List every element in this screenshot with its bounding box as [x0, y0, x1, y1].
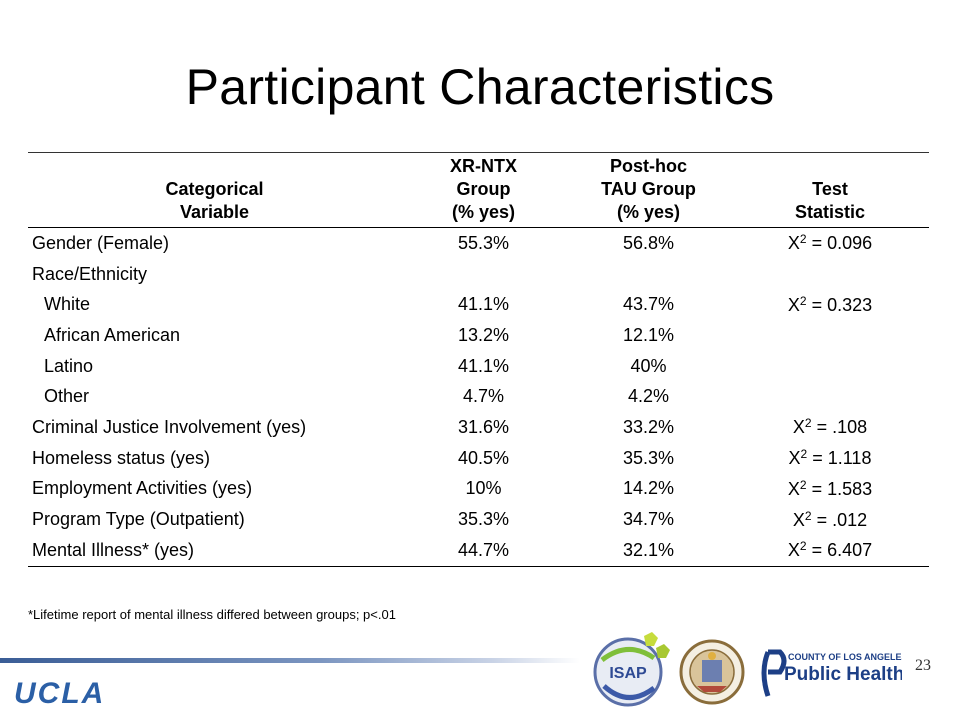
row-label: Criminal Justice Involvement (yes)	[32, 416, 307, 437]
xr-ntx-value: 41.1%	[457, 294, 510, 315]
row-label: Employment Activities (yes)	[32, 478, 253, 499]
xr-ntx-value: 4.7%	[462, 386, 505, 407]
characteristics-table-container: Categorical Variable XR-NTX Group (% yes…	[28, 152, 929, 567]
row-label: Other	[44, 386, 90, 407]
stat-number: = 1.583	[806, 478, 873, 499]
table-row: Other 4.7% 4.2%	[28, 381, 929, 412]
ucla-logo: UCLA	[14, 677, 106, 710]
characteristics-table: Categorical Variable XR-NTX Group (% yes…	[28, 152, 929, 567]
stat-symbol: X	[792, 417, 805, 438]
row-label: White	[44, 294, 91, 315]
stat-number: = 0.096	[806, 233, 873, 254]
test-statistic-value: X2 = .012	[731, 504, 929, 535]
stat-number: = 6.407	[806, 540, 873, 561]
row-label: Homeless status (yes)	[32, 447, 211, 468]
tau-value	[566, 259, 731, 290]
partner-logos: ISAP COUNTY OF LOS ANGELES Public Health	[593, 632, 902, 707]
table-header-row: Categorical Variable XR-NTX Group (% yes…	[28, 152, 929, 228]
test-statistic-value: X2 = 1.118	[731, 443, 929, 474]
test-statistic-value: X2 = .108	[731, 412, 929, 443]
stat-superscript: 2	[804, 416, 812, 431]
stat-superscript: 2	[799, 477, 807, 492]
stat-number: = 0.323	[806, 294, 873, 315]
xr-ntx-value: 44.7%	[401, 534, 566, 567]
stat-number: = 1.118	[807, 448, 872, 469]
row-label: Mental Illness* (yes)	[28, 534, 401, 567]
table-row: Criminal Justice Involvement (yes) 31.6% 3…	[28, 412, 929, 443]
row-label: Program Type (Outpatient)	[32, 509, 245, 530]
tau-value: 33.2%	[622, 416, 675, 437]
stat-number: = .012	[811, 509, 868, 530]
test-statistic-value: X2 = 0.323	[731, 289, 929, 320]
table-row: Race/Ethnicity	[28, 259, 929, 290]
table-row: Program Type (Outpatient) 35.3% 34.7% X2 = …	[28, 504, 929, 535]
xr-ntx-value: 13.2%	[457, 324, 510, 345]
stat-superscript: 2	[804, 508, 812, 523]
tau-value: 4.2%	[627, 386, 670, 407]
stat-symbol: X	[787, 540, 800, 561]
test-statistic-value	[731, 259, 929, 290]
test-statistic-value: X2 = 0.096	[731, 228, 929, 259]
stat-superscript: 2	[799, 539, 807, 554]
footnote: *Lifetime report of mental illness diffe…	[28, 607, 396, 622]
test-statistic-value	[731, 381, 929, 412]
isap-logo-text: ISAP	[609, 665, 647, 682]
tau-value: 12.1%	[622, 324, 675, 345]
stat-symbol: X	[792, 509, 805, 530]
tau-value: 32.1%	[566, 534, 731, 567]
table-row: White 41.1% 43.7% X2 = 0.323	[28, 289, 929, 320]
tau-value: 34.7%	[622, 509, 675, 530]
stat-number: = .108	[811, 417, 868, 438]
tau-value: 14.2%	[622, 478, 675, 499]
test-statistic-value	[731, 351, 929, 382]
table-row: Employment Activities (yes) 10% 14.2% X2 = …	[28, 474, 929, 505]
county-seal-icon	[679, 639, 745, 705]
county-label: COUNTY OF LOS ANGELES	[788, 652, 902, 662]
header-test-statistic: Test Statistic	[731, 152, 929, 228]
isap-logo: ISAP	[593, 632, 670, 707]
stat-superscript: 2	[800, 447, 808, 462]
table-row: Mental Illness* (yes) 44.7% 32.1% X2 = 6.40…	[28, 534, 929, 567]
public-health-label: Public Health	[784, 664, 902, 685]
page-number: 23	[915, 657, 931, 674]
table-row: African American 13.2% 12.1%	[28, 320, 929, 351]
table-body: Gender (Female) 55.3% 56.8% X2 = 0.096 Race/…	[28, 228, 929, 567]
xr-ntx-value: 31.6%	[457, 416, 510, 437]
table-row: Gender (Female) 55.3% 56.8% X2 = 0.096	[28, 228, 929, 259]
stat-superscript: 2	[799, 232, 807, 247]
row-label: African American	[44, 324, 181, 345]
stat-symbol: X	[787, 233, 800, 254]
test-statistic-value	[731, 320, 929, 351]
table-row: Homeless status (yes) 40.5% 35.3% X2 = 1.11…	[28, 443, 929, 474]
stat-symbol: X	[787, 478, 800, 499]
header-categorical-variable: Categorical Variable	[28, 152, 401, 228]
xr-ntx-value: 35.3%	[457, 509, 510, 530]
stat-symbol: X	[788, 448, 801, 469]
xr-ntx-value	[401, 259, 566, 290]
test-statistic-value: X2 = 6.407	[731, 534, 929, 567]
tau-value: 40%	[630, 355, 667, 376]
xr-ntx-value: 10%	[465, 478, 502, 499]
row-label: Race/Ethnicity	[32, 263, 148, 284]
public-health-logo: COUNTY OF LOS ANGELES Public Health	[761, 649, 902, 697]
header-tau-group: Post-hoc TAU Group (% yes)	[566, 152, 731, 228]
slide-title: Participant Characteristics	[185, 59, 775, 115]
stat-symbol: X	[787, 294, 800, 315]
xr-ntx-value: 41.1%	[457, 355, 510, 376]
tau-value: 35.3%	[622, 447, 675, 468]
footer-gradient-bar	[0, 658, 580, 663]
row-label: Gender (Female)	[32, 232, 170, 253]
xr-ntx-value: 40.5%	[457, 447, 510, 468]
xr-ntx-value: 55.3%	[457, 232, 510, 253]
test-statistic-value: X2 = 1.583	[731, 474, 929, 505]
row-label: Latino	[44, 355, 94, 376]
stat-superscript: 2	[799, 293, 807, 308]
table-row: Latino 41.1% 40%	[28, 351, 929, 382]
tau-value: 56.8%	[622, 232, 675, 253]
tau-value: 43.7%	[622, 294, 675, 315]
header-xr-ntx-group: XR-NTX Group (% yes)	[401, 152, 566, 228]
